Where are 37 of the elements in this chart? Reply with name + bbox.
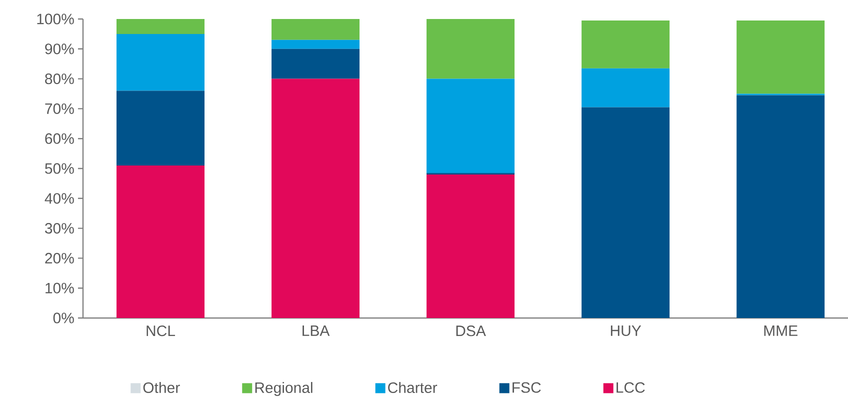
bar (272, 78, 360, 318)
bar (426, 174, 515, 318)
legend-label: FSC (512, 382, 541, 393)
bar (426, 78, 515, 173)
y-tick-label: 100% (37, 14, 74, 24)
legend-label: LCC (616, 382, 645, 393)
bar (116, 34, 205, 91)
x-tick-label: MME (764, 326, 798, 336)
y-tick-label: 0% (53, 312, 74, 324)
x-tick-label: NCL (146, 326, 176, 336)
bar (272, 18, 360, 40)
bar (736, 20, 825, 94)
y-tick-label: 80% (45, 73, 74, 84)
bar (736, 95, 825, 318)
bar (582, 107, 670, 318)
y-tick-label: 60% (45, 133, 74, 144)
bar (116, 166, 205, 318)
legend-label: Regional (255, 382, 312, 396)
bar (116, 18, 205, 34)
x-tick-label: DSA (456, 326, 486, 336)
legend-label: Other (143, 382, 180, 394)
bar (426, 18, 515, 79)
y-tick-label: 70% (45, 103, 74, 114)
bar (582, 20, 670, 68)
bar (272, 48, 360, 79)
y-tick-label: 20% (45, 252, 74, 264)
y-tick-label: 50% (45, 163, 74, 174)
legend-label: Charter (388, 382, 438, 394)
y-tick-label: 90% (45, 44, 74, 54)
y-tick-label: 40% (44, 193, 74, 204)
bar (272, 40, 360, 49)
x-tick-label: HUY (610, 326, 642, 336)
bar (582, 68, 670, 108)
bar (116, 90, 205, 166)
y-tick-label: 30% (45, 222, 74, 234)
x-tick-label: LBA (302, 326, 330, 336)
y-tick-label: 10% (46, 282, 74, 294)
